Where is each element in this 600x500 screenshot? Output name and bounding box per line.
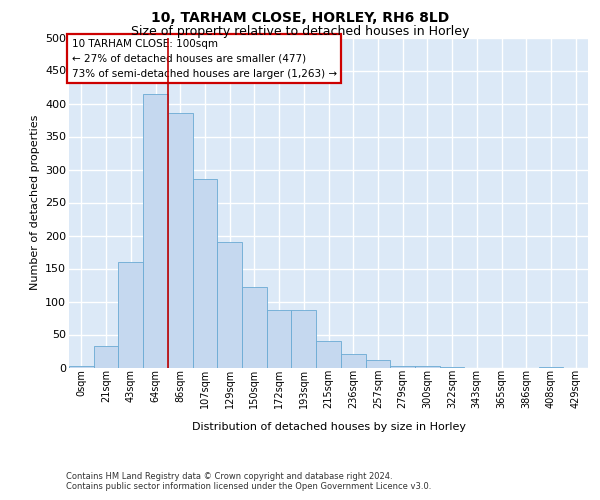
Text: Size of property relative to detached houses in Horley: Size of property relative to detached ho… [131,25,469,38]
Text: Contains public sector information licensed under the Open Government Licence v3: Contains public sector information licen… [66,482,431,491]
Text: 10, TARHAM CLOSE, HORLEY, RH6 8LD: 10, TARHAM CLOSE, HORLEY, RH6 8LD [151,11,449,25]
Text: Distribution of detached houses by size in Horley: Distribution of detached houses by size … [192,422,466,432]
Bar [69,366,94,368]
Bar [365,360,390,368]
Bar [267,310,292,368]
Bar [118,262,143,368]
Bar [539,367,563,368]
Bar [415,366,440,368]
Y-axis label: Number of detached properties: Number of detached properties [29,115,40,290]
Bar [341,354,365,368]
Bar [316,341,341,367]
Bar [292,310,316,368]
Bar [143,94,168,368]
Bar [217,242,242,368]
Text: Contains HM Land Registry data © Crown copyright and database right 2024.: Contains HM Land Registry data © Crown c… [66,472,392,481]
Bar [94,346,118,368]
Bar [193,180,217,368]
Text: 10 TARHAM CLOSE: 100sqm
← 27% of detached houses are smaller (477)
73% of semi-d: 10 TARHAM CLOSE: 100sqm ← 27% of detache… [71,39,337,78]
Bar [440,367,464,368]
Bar [242,287,267,368]
Bar [390,366,415,368]
Bar [168,114,193,368]
